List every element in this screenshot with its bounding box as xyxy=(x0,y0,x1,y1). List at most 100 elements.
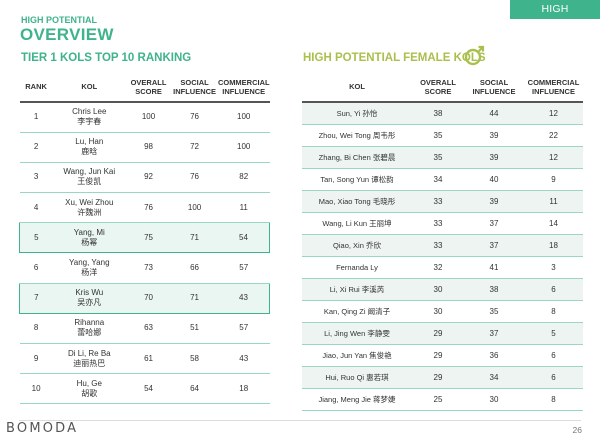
overall-score-cell: 73 xyxy=(125,252,172,284)
overall-score-cell: 75 xyxy=(125,222,172,254)
overall-score-cell: 34 xyxy=(412,168,464,191)
commercial-influence-cell: 14 xyxy=(524,212,583,235)
kol-cell: Xu, Wei Zhou 许魏洲 xyxy=(52,192,126,224)
commercial-influence-cell: 6 xyxy=(524,366,583,389)
footer-divider xyxy=(19,420,581,421)
commercial-influence-cell: 11 xyxy=(524,190,583,213)
social-influence-cell: 72 xyxy=(171,132,218,163)
rank-cell: 4 xyxy=(19,192,53,224)
col-social-header: SOCIAL INFLUENCE xyxy=(464,72,524,103)
table-row: Zhang, Bi Chen 张碧晨 35 39 12 xyxy=(302,146,583,169)
commercial-influence-cell: 12 xyxy=(524,102,583,125)
kol-name-en: Chris Lee xyxy=(72,107,107,117)
table-row: 4 Xu, Wei Zhou 许魏洲 76 100 11 xyxy=(19,192,270,224)
female-kols-table: KOL OVERALL SCORE SOCIAL INFLUENCE COMME… xyxy=(302,72,583,411)
commercial-influence-cell: 8 xyxy=(524,300,583,323)
table-header-row: RANK KOL OVERALL SCORE SOCIAL INFLUENCE … xyxy=(19,72,270,103)
col-overall-header: OVERALL SCORE xyxy=(412,72,464,103)
kol-cell: Li, Xi Rui 李溪芮 xyxy=(302,278,412,301)
kol-cell: Yang, Mi 杨幂 xyxy=(52,222,126,254)
kol-cell: Kan, Qing Zi 阚清子 xyxy=(302,300,412,323)
table-row: Mao, Xiao Tong 毛晓彤 33 39 11 xyxy=(302,190,583,213)
commercial-influence-cell: 5 xyxy=(524,322,583,345)
social-influence-cell: 51 xyxy=(171,313,218,345)
female-symbol-icon xyxy=(462,44,486,68)
table-row: Zhou, Wei Tong 周韦彤 35 39 22 xyxy=(302,124,583,147)
overall-score-cell: 29 xyxy=(412,322,464,345)
social-influence-cell: 30 xyxy=(464,388,524,411)
kol-cell: Sun, Yi 孙怡 xyxy=(302,102,412,125)
table-row: 9 Di Li, Re Ba 迪丽热巴 61 58 43 xyxy=(19,343,270,375)
top10-ranking-table: RANK KOL OVERALL SCORE SOCIAL INFLUENCE … xyxy=(18,72,270,405)
kol-name-en: Kris Wu xyxy=(75,288,104,298)
kol-cell: Di Li, Re Ba 迪丽热巴 xyxy=(52,343,126,375)
overall-score-cell: 33 xyxy=(412,190,464,213)
col-social-header: SOCIAL INFLUENCE xyxy=(171,72,218,103)
commercial-influence-cell: 82 xyxy=(217,162,270,194)
commercial-influence-cell: 22 xyxy=(524,124,583,147)
kol-name-cn: 吴亦凡 xyxy=(77,298,102,308)
table-row: Jiao, Jun Yan 焦俊艳 29 36 6 xyxy=(302,344,583,367)
overall-score-cell: 35 xyxy=(412,124,464,147)
kol-name-cn: 李宇春 xyxy=(77,117,102,127)
kol-name-cn: 胡歌 xyxy=(81,388,98,398)
overall-score-cell: 29 xyxy=(412,366,464,389)
page-number: 26 xyxy=(572,425,582,435)
social-influence-cell: 40 xyxy=(464,168,524,191)
commercial-influence-cell: 6 xyxy=(524,278,583,301)
kol-cell: Wang, Li Kun 王丽坤 xyxy=(302,212,412,235)
kol-name-en: Xu, Wei Zhou xyxy=(65,197,114,207)
social-influence-cell: 44 xyxy=(464,102,524,125)
social-influence-cell: 36 xyxy=(464,344,524,367)
social-influence-cell: 58 xyxy=(171,343,218,375)
social-influence-cell: 35 xyxy=(464,300,524,323)
commercial-influence-cell: 11 xyxy=(217,192,270,224)
kol-cell: Li, Jing Wen 李静雯 xyxy=(302,322,412,345)
kol-cell: Fernanda Ly xyxy=(302,256,412,279)
table-row: Hui, Ruo Qi 惠若琪 29 34 6 xyxy=(302,366,583,389)
kol-name-en: Rihanna xyxy=(74,318,105,328)
kol-cell: Jiang, Meng Jie 蒋梦婕 xyxy=(302,388,412,411)
kol-cell: Yang, Yang 杨洋 xyxy=(52,252,126,284)
kol-name-en: Lu, Han xyxy=(75,137,104,147)
kol-cell: Zhou, Wei Tong 周韦彤 xyxy=(302,124,412,147)
commercial-influence-cell: 9 xyxy=(524,168,583,191)
kol-name-en: Wang, Jun Kai xyxy=(63,167,116,177)
table-row: 8 Rihanna 蕾哈娜 63 51 57 xyxy=(19,313,270,345)
table-row: Jiang, Meng Jie 蒋梦婕 25 30 8 xyxy=(302,388,583,411)
commercial-influence-cell: 100 xyxy=(217,132,270,163)
kol-name-en: Di Li, Re Ba xyxy=(67,348,111,358)
kol-cell: Kris Wu 吴亦凡 xyxy=(52,282,126,314)
kol-name-en: Yang, Mi xyxy=(73,227,105,237)
social-influence-cell: 39 xyxy=(464,190,524,213)
social-influence-cell: 37 xyxy=(464,212,524,235)
overall-score-cell: 54 xyxy=(125,373,172,405)
social-influence-cell: 71 xyxy=(171,222,218,254)
col-overall-header: OVERALL SCORE xyxy=(125,72,172,103)
rank-cell: 9 xyxy=(19,343,53,375)
kol-name-en: Hu, Ge xyxy=(76,378,102,388)
commercial-influence-cell: 18 xyxy=(524,234,583,257)
social-influence-cell: 38 xyxy=(464,278,524,301)
commercial-influence-cell: 57 xyxy=(217,252,270,284)
kol-name-cn: 杨幂 xyxy=(81,237,98,247)
commercial-influence-cell: 57 xyxy=(217,313,270,345)
social-influence-cell: 34 xyxy=(464,366,524,389)
commercial-influence-cell: 12 xyxy=(524,146,583,169)
kol-name-cn: 鹿晗 xyxy=(81,147,98,157)
overall-score-cell: 29 xyxy=(412,344,464,367)
kol-name-cn: 蕾哈娜 xyxy=(77,328,102,338)
brand-logo: BOMODA xyxy=(6,421,79,436)
overall-score-cell: 30 xyxy=(412,300,464,323)
right-table-title: HIGH POTENTIAL FEMALE KOLS xyxy=(303,52,486,64)
social-influence-cell: 100 xyxy=(171,192,218,224)
rank-cell: 3 xyxy=(19,162,53,194)
overall-score-cell: 100 xyxy=(125,102,172,133)
kol-name-cn: 杨洋 xyxy=(81,268,98,278)
social-influence-cell: 41 xyxy=(464,256,524,279)
overall-score-cell: 33 xyxy=(412,212,464,235)
rank-cell: 7 xyxy=(18,282,53,314)
overall-score-cell: 70 xyxy=(125,282,172,314)
section-tab: HIGH POTENTIAL xyxy=(510,0,600,34)
page-title: OVERVIEW xyxy=(20,25,114,44)
